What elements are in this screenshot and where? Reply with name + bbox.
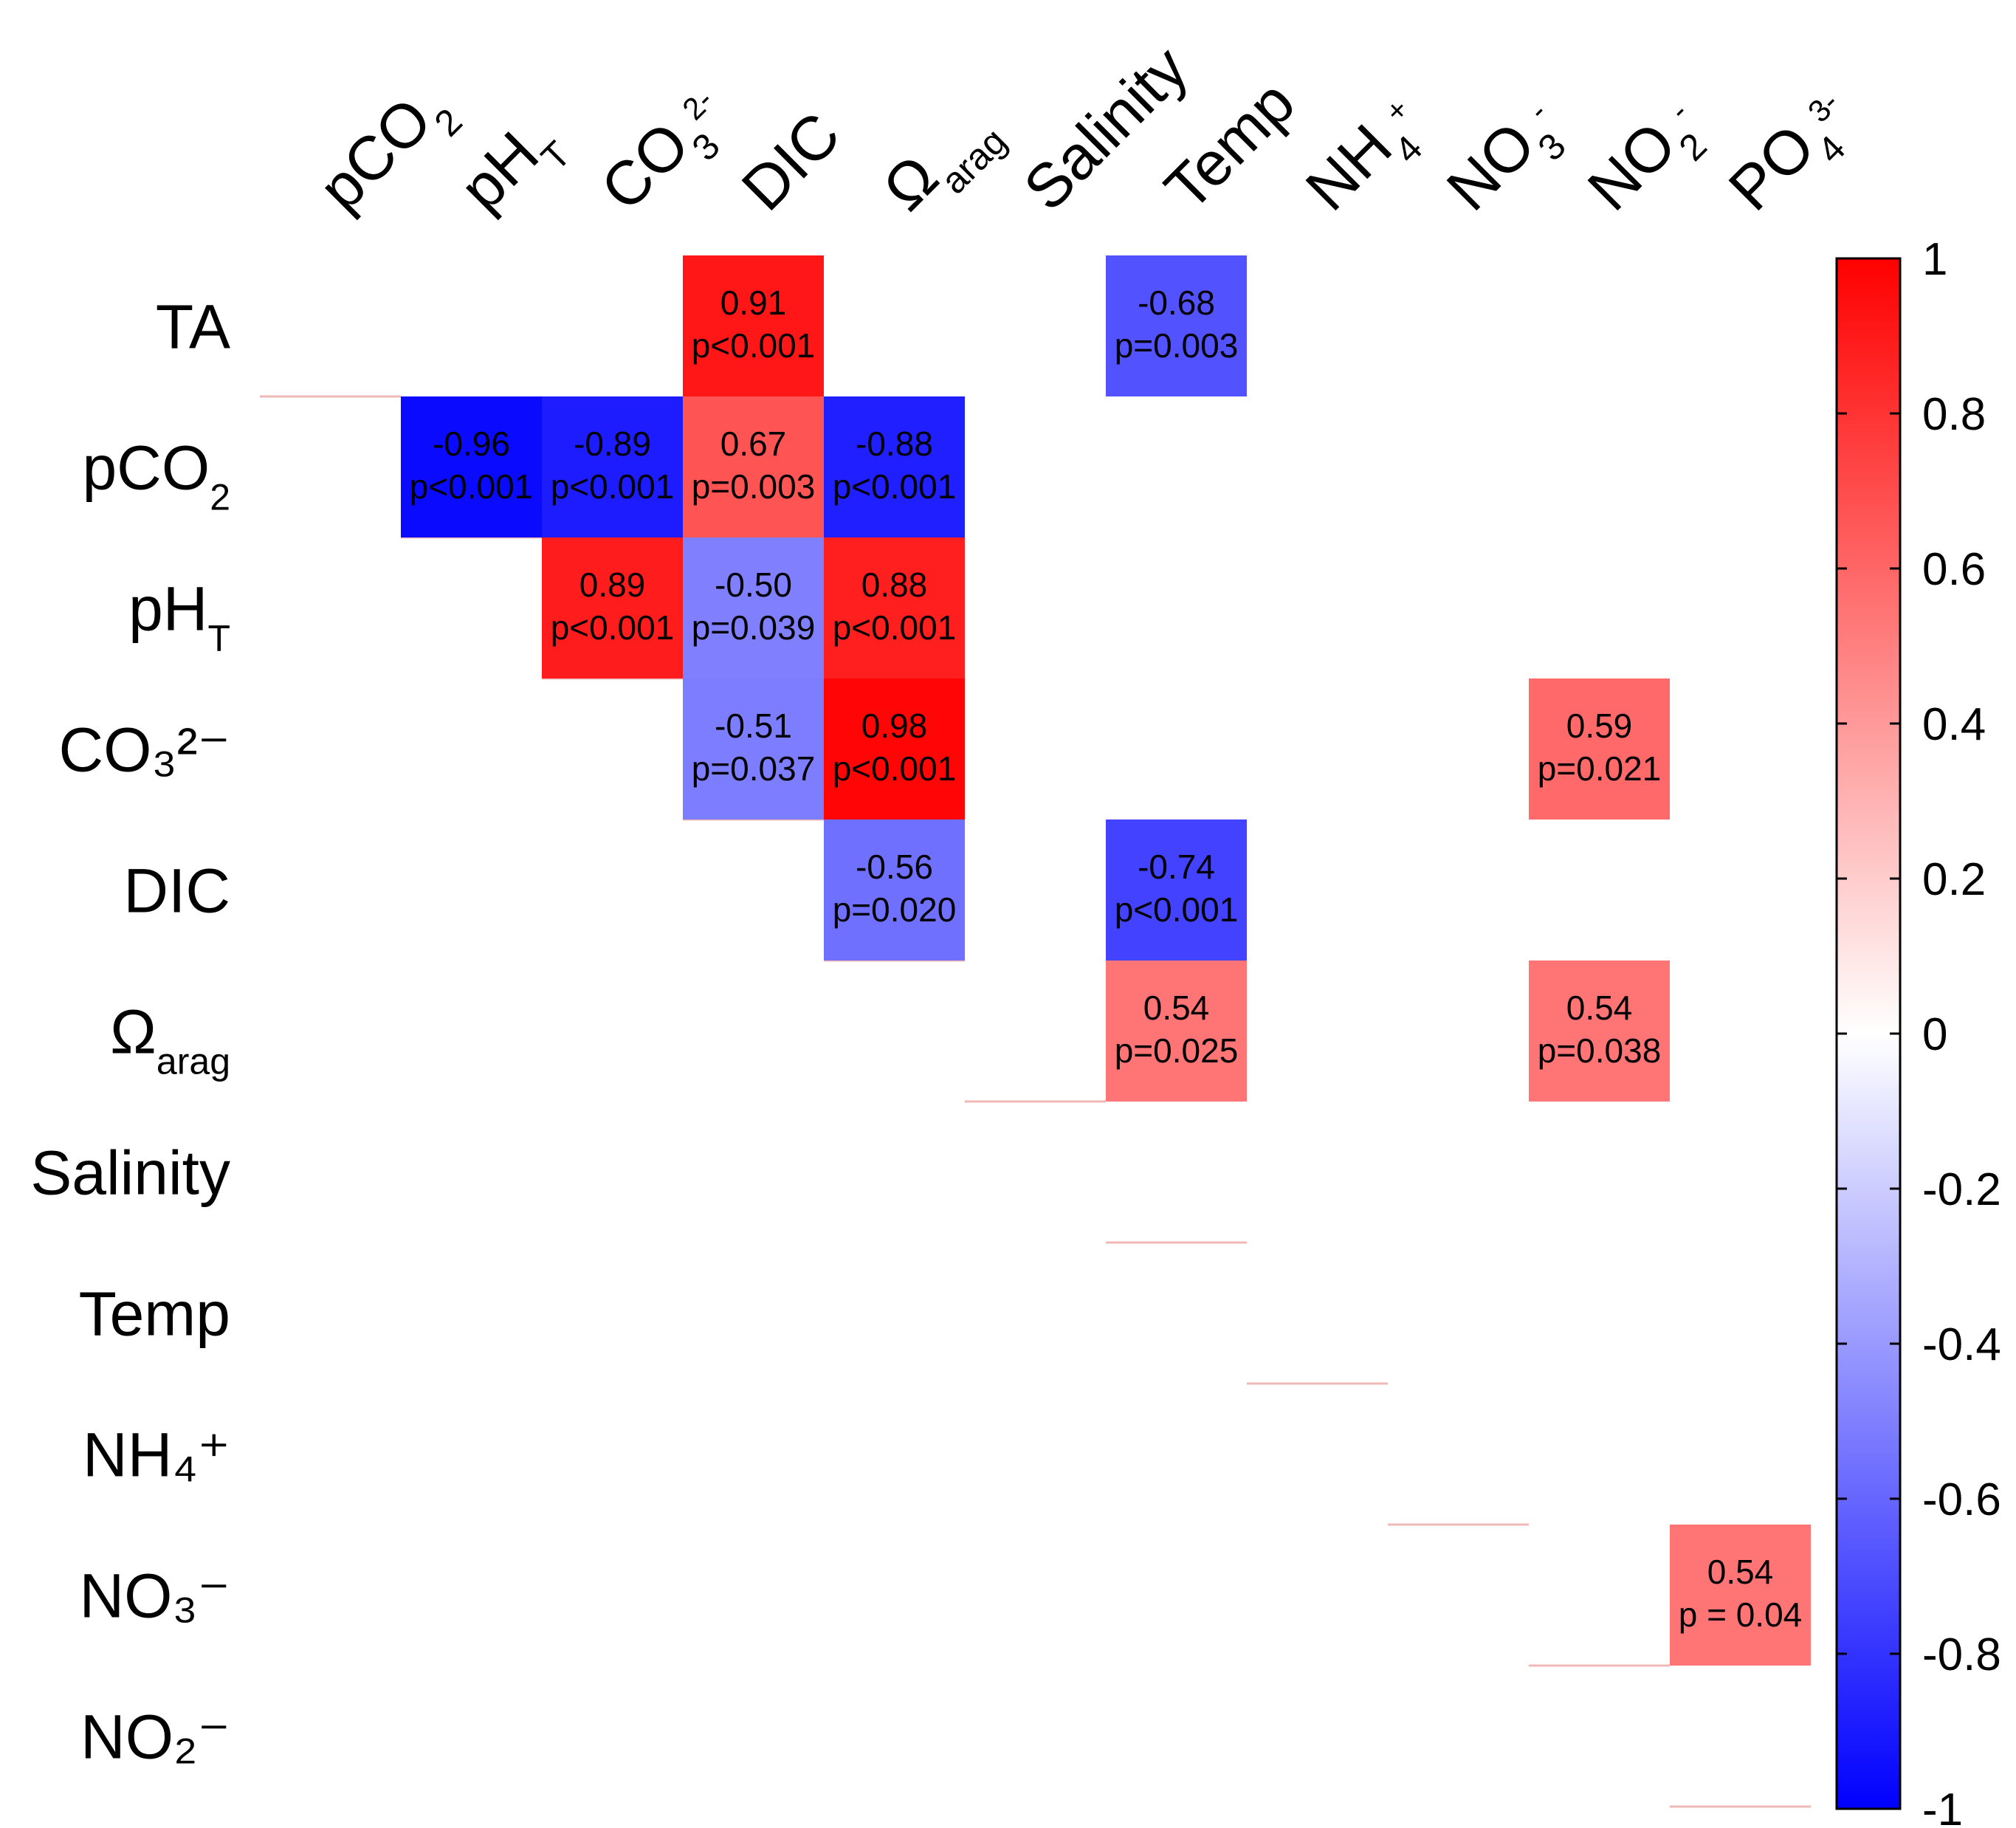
- heatmap-cells: 0.91 p<0.001 -0.68 p=0.003 -0.96 p<0.001 -0.89…: [401, 255, 1811, 1666]
- row-label: Temp: [79, 1279, 230, 1349]
- heatmap-cell: [542, 537, 683, 678]
- heatmap-cell: [1670, 1525, 1811, 1666]
- heatmap-cell: [824, 537, 965, 678]
- row-label: Salinity: [30, 1138, 230, 1208]
- heatmap-cell: [824, 819, 965, 961]
- cell-r-label: -0.56: [856, 848, 933, 886]
- cell-r-label: -0.68: [1138, 284, 1215, 322]
- cell-p-label: p<0.001: [551, 467, 675, 506]
- row-labels: TA pCO2 pHT CO₃²⁻ DIC Ωarag Salinity Temp NH₄⁺ NO…: [30, 292, 230, 1772]
- colorbar-tick-label: 0.4: [1922, 699, 1986, 750]
- cell-p-label: p<0.001: [410, 467, 534, 506]
- column-label: NO3-: [1434, 87, 1581, 235]
- heatmap-cell: [824, 678, 965, 819]
- cell-p-label: p=0.003: [692, 467, 816, 506]
- cell-r-label: 0.67: [720, 425, 787, 463]
- cell-r-label: 0.54: [1707, 1553, 1774, 1591]
- cell-r-label: -0.89: [574, 425, 651, 463]
- column-label: DIC: [729, 99, 853, 224]
- colorbar-tick-label: 0.8: [1922, 389, 1986, 440]
- colorbar-tick-label: -1: [1922, 1784, 1963, 1828]
- row-label: NH₄⁺: [83, 1420, 230, 1490]
- colorbar-tick-label: -0.8: [1922, 1629, 2001, 1680]
- colorbar-tick-label: 0.6: [1922, 544, 1986, 595]
- cell-r-label: 0.88: [861, 566, 928, 604]
- cell-p-label: p = 0.04: [1679, 1595, 1803, 1634]
- colorbar: 1 0.8 0.6 0.4 0.2 0 -0.2 -0.4 -0.6 -0.8 -1: [1835, 234, 2001, 1828]
- cell-p-label: p=0.037: [692, 749, 816, 788]
- colorbar-tick-label: 0: [1922, 1009, 1947, 1060]
- heatmap-cell: [1529, 678, 1670, 819]
- cell-r-label: 0.54: [1143, 989, 1210, 1027]
- cell-p-label: p<0.001: [833, 467, 957, 506]
- cell-r-label: -0.51: [715, 707, 792, 745]
- column-label: pHT: [447, 103, 579, 235]
- cell-p-label: p=0.021: [1538, 749, 1662, 788]
- column-label: PO43-: [1716, 77, 1873, 234]
- cell-p-label: p<0.001: [833, 608, 957, 647]
- colorbar-tick-label: -0.6: [1922, 1474, 2001, 1525]
- heatmap-cell: [683, 255, 824, 396]
- column-label: Ωarag: [870, 89, 1014, 234]
- column-label: CO32-: [588, 75, 747, 234]
- cell-p-label: p<0.001: [1115, 890, 1239, 929]
- heatmap-cell: [401, 396, 542, 537]
- cell-p-label: p<0.001: [833, 749, 957, 788]
- cell-p-label: p<0.001: [551, 608, 675, 647]
- colorbar-tick-label: 1: [1922, 234, 1947, 285]
- row-label: CO₃²⁻: [58, 715, 230, 785]
- cell-r-label: -0.74: [1138, 848, 1215, 886]
- row-label: NO₃⁻: [79, 1561, 230, 1631]
- colorbar-tick-label: -0.2: [1922, 1164, 2001, 1215]
- row-label: NO₂⁻: [80, 1702, 230, 1772]
- heatmap-cell: [683, 396, 824, 537]
- cell-p-label: p=0.039: [692, 608, 816, 647]
- heatmap-cell: [542, 396, 683, 537]
- row-label: TA: [156, 292, 230, 362]
- cell-p-label: p=0.038: [1538, 1031, 1662, 1070]
- heatmap-cell: [824, 396, 965, 537]
- cell-p-label: p=0.020: [833, 890, 957, 929]
- column-label: NH4+: [1293, 83, 1443, 234]
- cell-r-label: 0.91: [720, 284, 787, 322]
- heatmap-cell: [1106, 961, 1247, 1102]
- heatmap-cell: [1106, 819, 1247, 961]
- cell-r-label: 0.98: [861, 707, 928, 745]
- heatmap-cell: [683, 537, 824, 678]
- heatmap-cell: [1529, 961, 1670, 1102]
- cell-r-label: 0.89: [579, 566, 646, 604]
- cell-r-label: 0.59: [1566, 707, 1633, 745]
- colorbar-gradient: [1835, 257, 1902, 1810]
- column-label: pCO2: [306, 69, 470, 234]
- cell-r-label: -0.50: [715, 566, 792, 604]
- cell-r-label: -0.88: [856, 425, 933, 463]
- column-label: NO2-: [1575, 87, 1722, 235]
- heatmap-cell: [1106, 255, 1247, 396]
- heatmap-cell: [683, 678, 824, 819]
- cell-r-label: 0.54: [1566, 989, 1633, 1027]
- colorbar-tick-label: -0.4: [1922, 1319, 2001, 1370]
- row-label: pCO2: [82, 433, 230, 518]
- cell-p-label: p=0.025: [1115, 1031, 1239, 1070]
- cell-p-label: p=0.003: [1115, 326, 1239, 365]
- row-label: Ωarag: [110, 997, 230, 1082]
- cell-r-label: -0.96: [433, 425, 510, 463]
- row-label: DIC: [123, 856, 230, 926]
- cell-p-label: p<0.001: [692, 326, 816, 365]
- colorbar-tick-label: 0.2: [1922, 854, 1986, 905]
- row-label: pHT: [128, 574, 230, 659]
